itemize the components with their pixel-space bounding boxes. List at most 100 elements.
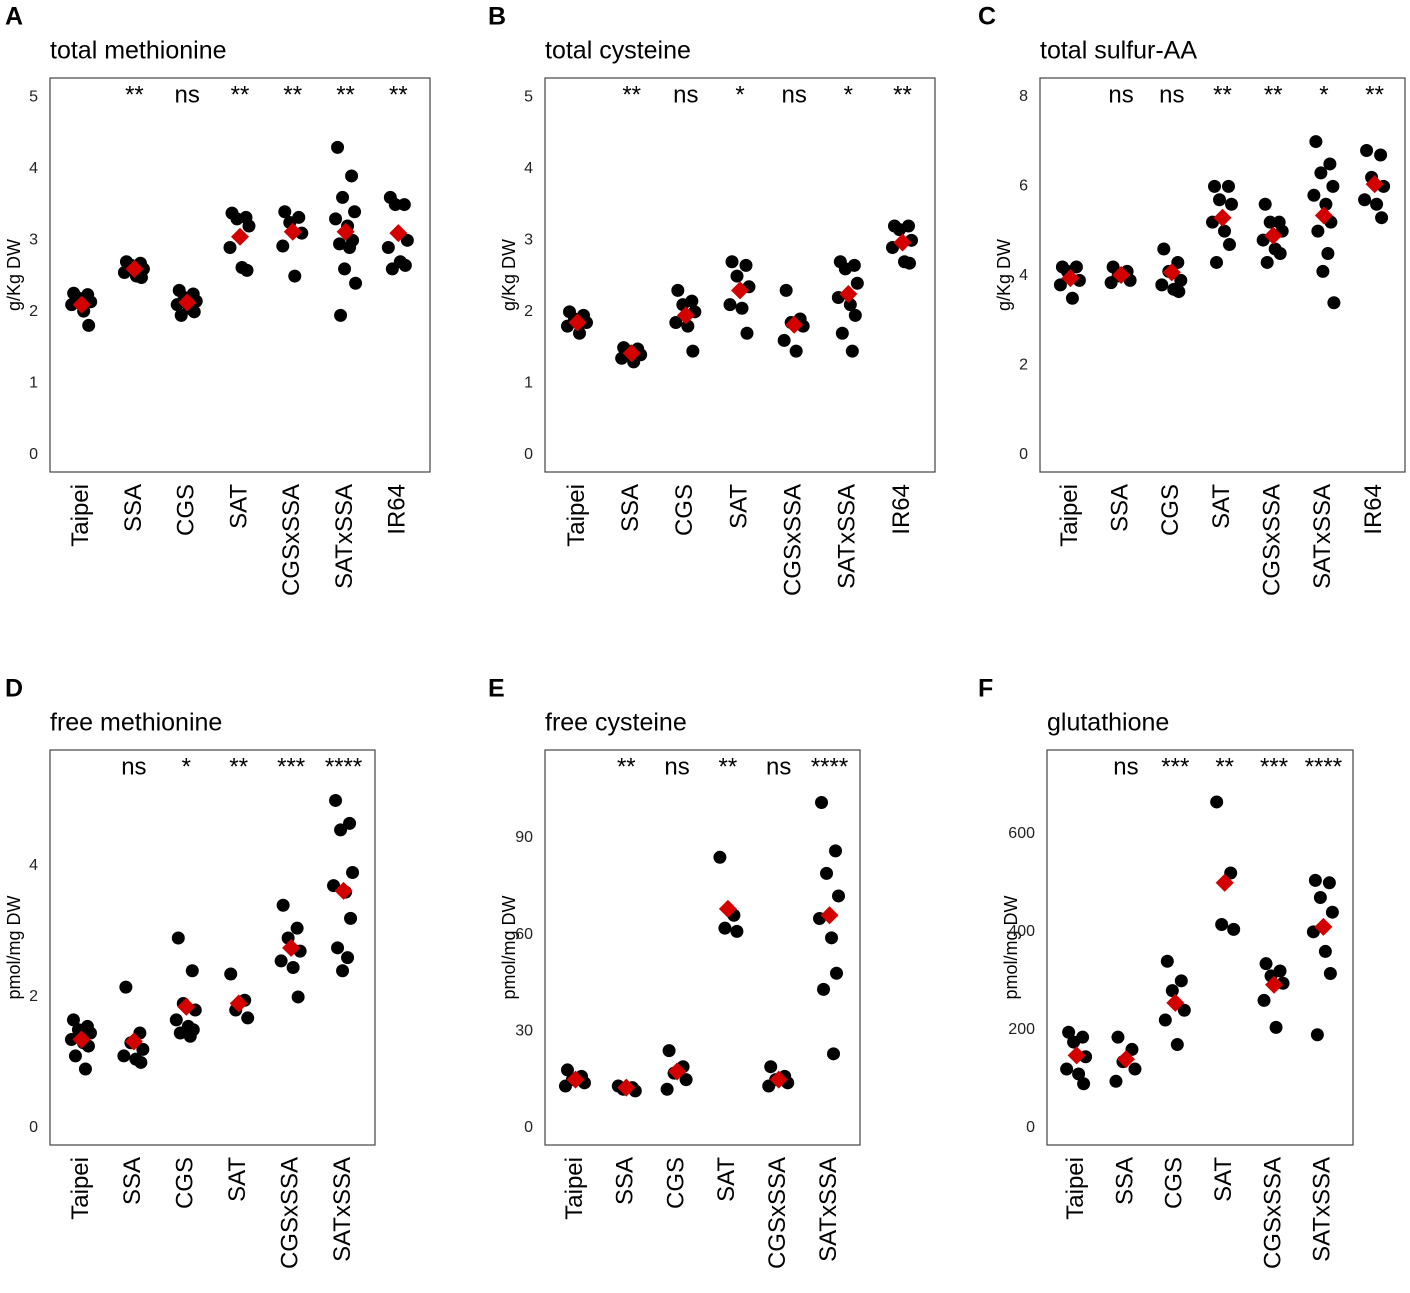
data-point: [169, 1013, 183, 1027]
data-point: [903, 256, 916, 270]
panel-title: glutathione: [1047, 709, 1169, 737]
significance-label: *: [844, 81, 853, 108]
x-tick-label: Taipei: [561, 1157, 588, 1220]
y-tick-label: 0: [29, 446, 38, 463]
x-tick-label: Taipei: [67, 1157, 94, 1220]
y-tick-label: 30: [515, 1022, 533, 1039]
data-point: [1158, 1013, 1172, 1027]
mean-marker: [617, 1078, 636, 1097]
significance-label: *: [182, 753, 191, 780]
plot-frame: [1046, 749, 1354, 1146]
data-point: [349, 276, 363, 290]
data-point: [276, 898, 290, 912]
data-point: [740, 326, 754, 340]
panel-letter: C: [978, 3, 996, 31]
data-point: [893, 223, 906, 237]
data-point: [1326, 179, 1340, 193]
data-point: [838, 262, 852, 276]
data-point: [730, 269, 744, 283]
x-tick-label: Taipei: [1056, 484, 1083, 547]
significance-label: **: [1213, 81, 1232, 108]
significance-label: **: [1264, 81, 1283, 108]
data-point: [777, 333, 791, 347]
data-point: [343, 240, 357, 254]
data-point: [1208, 179, 1221, 193]
data-point: [1318, 944, 1332, 958]
significance-label: ns: [781, 81, 806, 108]
significance-label: ns: [1108, 81, 1133, 108]
x-tick-label: CGSxSSA: [1259, 1157, 1286, 1269]
y-tick-label: 0: [29, 1119, 38, 1136]
data-point: [240, 263, 254, 277]
mean-marker: [125, 259, 144, 278]
y-axis-label: g/Kg DW: [4, 239, 24, 311]
plot-frame: [49, 77, 431, 473]
data-point: [1065, 291, 1079, 305]
y-axis-label: g/Kg DW: [499, 239, 519, 311]
y-tick-label: 2: [29, 303, 38, 320]
data-point: [1111, 1030, 1125, 1044]
data-point: [185, 964, 199, 978]
data-point: [848, 308, 862, 322]
significance-label: ****: [325, 753, 362, 780]
data-point: [334, 823, 348, 837]
panel-letter: E: [488, 675, 505, 703]
data-point: [134, 271, 148, 285]
data-point: [1160, 954, 1174, 968]
mean-marker: [1314, 206, 1333, 225]
data-point: [723, 298, 737, 312]
y-tick-label: 3: [29, 232, 38, 249]
data-point: [1307, 188, 1321, 202]
significance-label: ***: [1161, 753, 1189, 780]
significance-label: **: [283, 81, 302, 108]
mean-marker: [124, 1032, 143, 1051]
x-tick-label: CGS: [671, 484, 698, 536]
data-point: [1174, 974, 1188, 988]
x-tick-label: SSA: [617, 484, 644, 532]
significance-label: ***: [1260, 753, 1288, 780]
x-tick-label: CGS: [1157, 484, 1184, 536]
x-tick-label: SAT: [1210, 1157, 1237, 1202]
significance-label: ns: [121, 753, 146, 780]
mean-marker: [820, 906, 839, 925]
data-point: [779, 283, 793, 297]
data-point: [1323, 157, 1337, 171]
data-point: [558, 1079, 572, 1093]
mean-marker: [718, 899, 737, 918]
data-point: [1222, 179, 1235, 193]
data-point: [1323, 966, 1337, 980]
data-point: [1316, 264, 1330, 278]
y-tick-label: 0: [1019, 446, 1028, 463]
significance-label: **: [231, 81, 250, 108]
data-point: [1125, 1042, 1139, 1056]
data-point: [276, 239, 290, 253]
mean-marker: [389, 224, 408, 243]
plot-frame: [49, 749, 376, 1146]
data-point: [1109, 1074, 1123, 1088]
data-point: [1128, 1062, 1142, 1076]
x-tick-label: SATxSSA: [1309, 1157, 1336, 1262]
x-tick-label: CGSxSSA: [780, 484, 807, 596]
x-tick-label: Taipei: [1062, 1157, 1089, 1220]
data-point: [400, 233, 414, 247]
data-point: [830, 966, 844, 980]
y-tick-label: 5: [29, 89, 38, 106]
data-point: [671, 283, 685, 297]
data-point: [1325, 905, 1339, 919]
plot-frame: [544, 749, 861, 1146]
mean-marker: [731, 281, 749, 300]
data-point: [223, 240, 237, 254]
panel-title: total methionine: [50, 37, 227, 65]
data-point: [1263, 215, 1277, 229]
data-point: [78, 1062, 92, 1076]
data-point: [1258, 197, 1272, 211]
data-point: [345, 169, 359, 183]
mean-marker: [72, 1030, 91, 1049]
plot-frame: [544, 77, 936, 473]
y-axis-label: g/Kg DW: [994, 239, 1014, 311]
data-point: [1172, 285, 1186, 299]
significance-label: ****: [1305, 753, 1342, 780]
data-point: [117, 1049, 131, 1063]
mean-marker: [1215, 873, 1234, 892]
data-point: [1227, 922, 1241, 936]
